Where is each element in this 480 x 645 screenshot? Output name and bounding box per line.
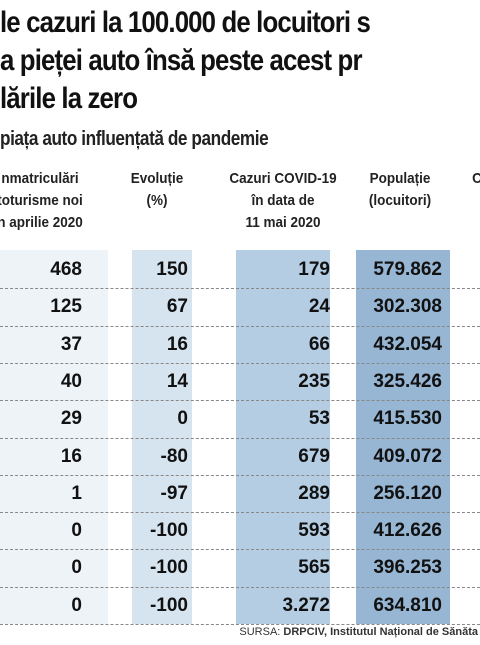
cell: 0 (177, 408, 188, 430)
column-band (356, 250, 450, 624)
cell: 412.626 (373, 520, 442, 542)
cell: 37 (60, 333, 82, 355)
header-line: în data de (251, 192, 315, 209)
row-divider (0, 288, 480, 290)
row-divider (0, 512, 480, 514)
column-header: Cazuri COVID-19 în data de 11 mai 2020 (225, 168, 342, 234)
cell: 325.426 (373, 370, 442, 392)
column-band (132, 250, 192, 624)
cell: 256.120 (373, 482, 442, 504)
cell: 679 (298, 445, 330, 467)
row-divider (0, 474, 480, 476)
cell: 14 (166, 370, 188, 392)
cell: 179 (298, 259, 330, 280)
cell: 289 (298, 482, 330, 504)
cell: 0 (71, 520, 82, 542)
row-divider (0, 586, 480, 588)
column-header: Populație (locuitori) (351, 168, 450, 212)
cell: -100 (149, 520, 188, 542)
cell: -80 (160, 445, 188, 467)
header-line: (%) (146, 192, 168, 209)
column-header: C (464, 168, 480, 190)
row-divider (0, 549, 480, 551)
row-divider (0, 362, 480, 364)
row-divider (0, 437, 480, 439)
header-line: Evoluție (130, 170, 184, 187)
cell: 0 (71, 557, 82, 579)
cell: 150 (156, 259, 188, 280)
cell: 235 (298, 370, 330, 392)
header-line: Cazuri COVID-19 (229, 170, 337, 187)
cell: 468 (50, 259, 82, 280)
subtitle: piața auto influențată de pandemie (0, 128, 269, 150)
cell: 302.308 (373, 296, 442, 318)
header-line: toturisme noi (0, 192, 83, 209)
cell: 16 (60, 445, 82, 467)
cell: 0 (71, 594, 82, 616)
cell: 579.862 (373, 259, 442, 280)
column-band (0, 250, 108, 624)
cell: 593 (298, 520, 330, 542)
cell: 125 (50, 296, 82, 318)
cell: 29 (60, 408, 82, 430)
row-divider (0, 400, 480, 402)
cell: 16 (166, 333, 188, 355)
column-band (236, 250, 330, 624)
header-line: 11 mai 2020 (245, 214, 321, 231)
cell: 432.054 (373, 333, 442, 355)
row-divider (0, 624, 480, 625)
cell: -97 (160, 482, 188, 504)
title-line: lările la zero (0, 82, 138, 115)
header-line: nmatriculări (1, 170, 79, 187)
cell: 67 (166, 296, 188, 318)
column-header: nmatriculări toturisme noi n aprilie 2020 (0, 168, 85, 234)
source-label: SURSA: (239, 626, 281, 638)
cell: 40 (60, 370, 82, 392)
cell: 24 (308, 296, 330, 318)
header-line: n aprilie 2020 (0, 214, 83, 231)
cell: 396.253 (373, 557, 442, 579)
cell: 3.272 (282, 594, 330, 616)
title-line: le cazuri la 100.000 de locuitori s (0, 6, 371, 39)
cell: 53 (308, 408, 330, 430)
header-line: (locuitori) (368, 192, 432, 209)
cell: 409.072 (373, 445, 442, 467)
cell: -100 (149, 557, 188, 579)
source: SURSA: DRPCIV, Institutul Național de Să… (239, 626, 478, 638)
cell: 634.810 (373, 594, 442, 616)
title-line: a pieței auto însă peste acest pr (0, 44, 363, 77)
cell: 66 (308, 333, 330, 355)
column-header: Evoluție (%) (126, 168, 189, 212)
header-line: C (464, 168, 480, 190)
cell: 415.530 (373, 408, 442, 430)
cell: -100 (149, 594, 188, 616)
header-line: Populație (369, 170, 431, 187)
row-divider (0, 325, 480, 327)
cell: 565 (298, 557, 330, 579)
cell: 1 (71, 482, 82, 504)
source-text: DRPCIV, Institutul Național de Sănăta (283, 626, 478, 638)
